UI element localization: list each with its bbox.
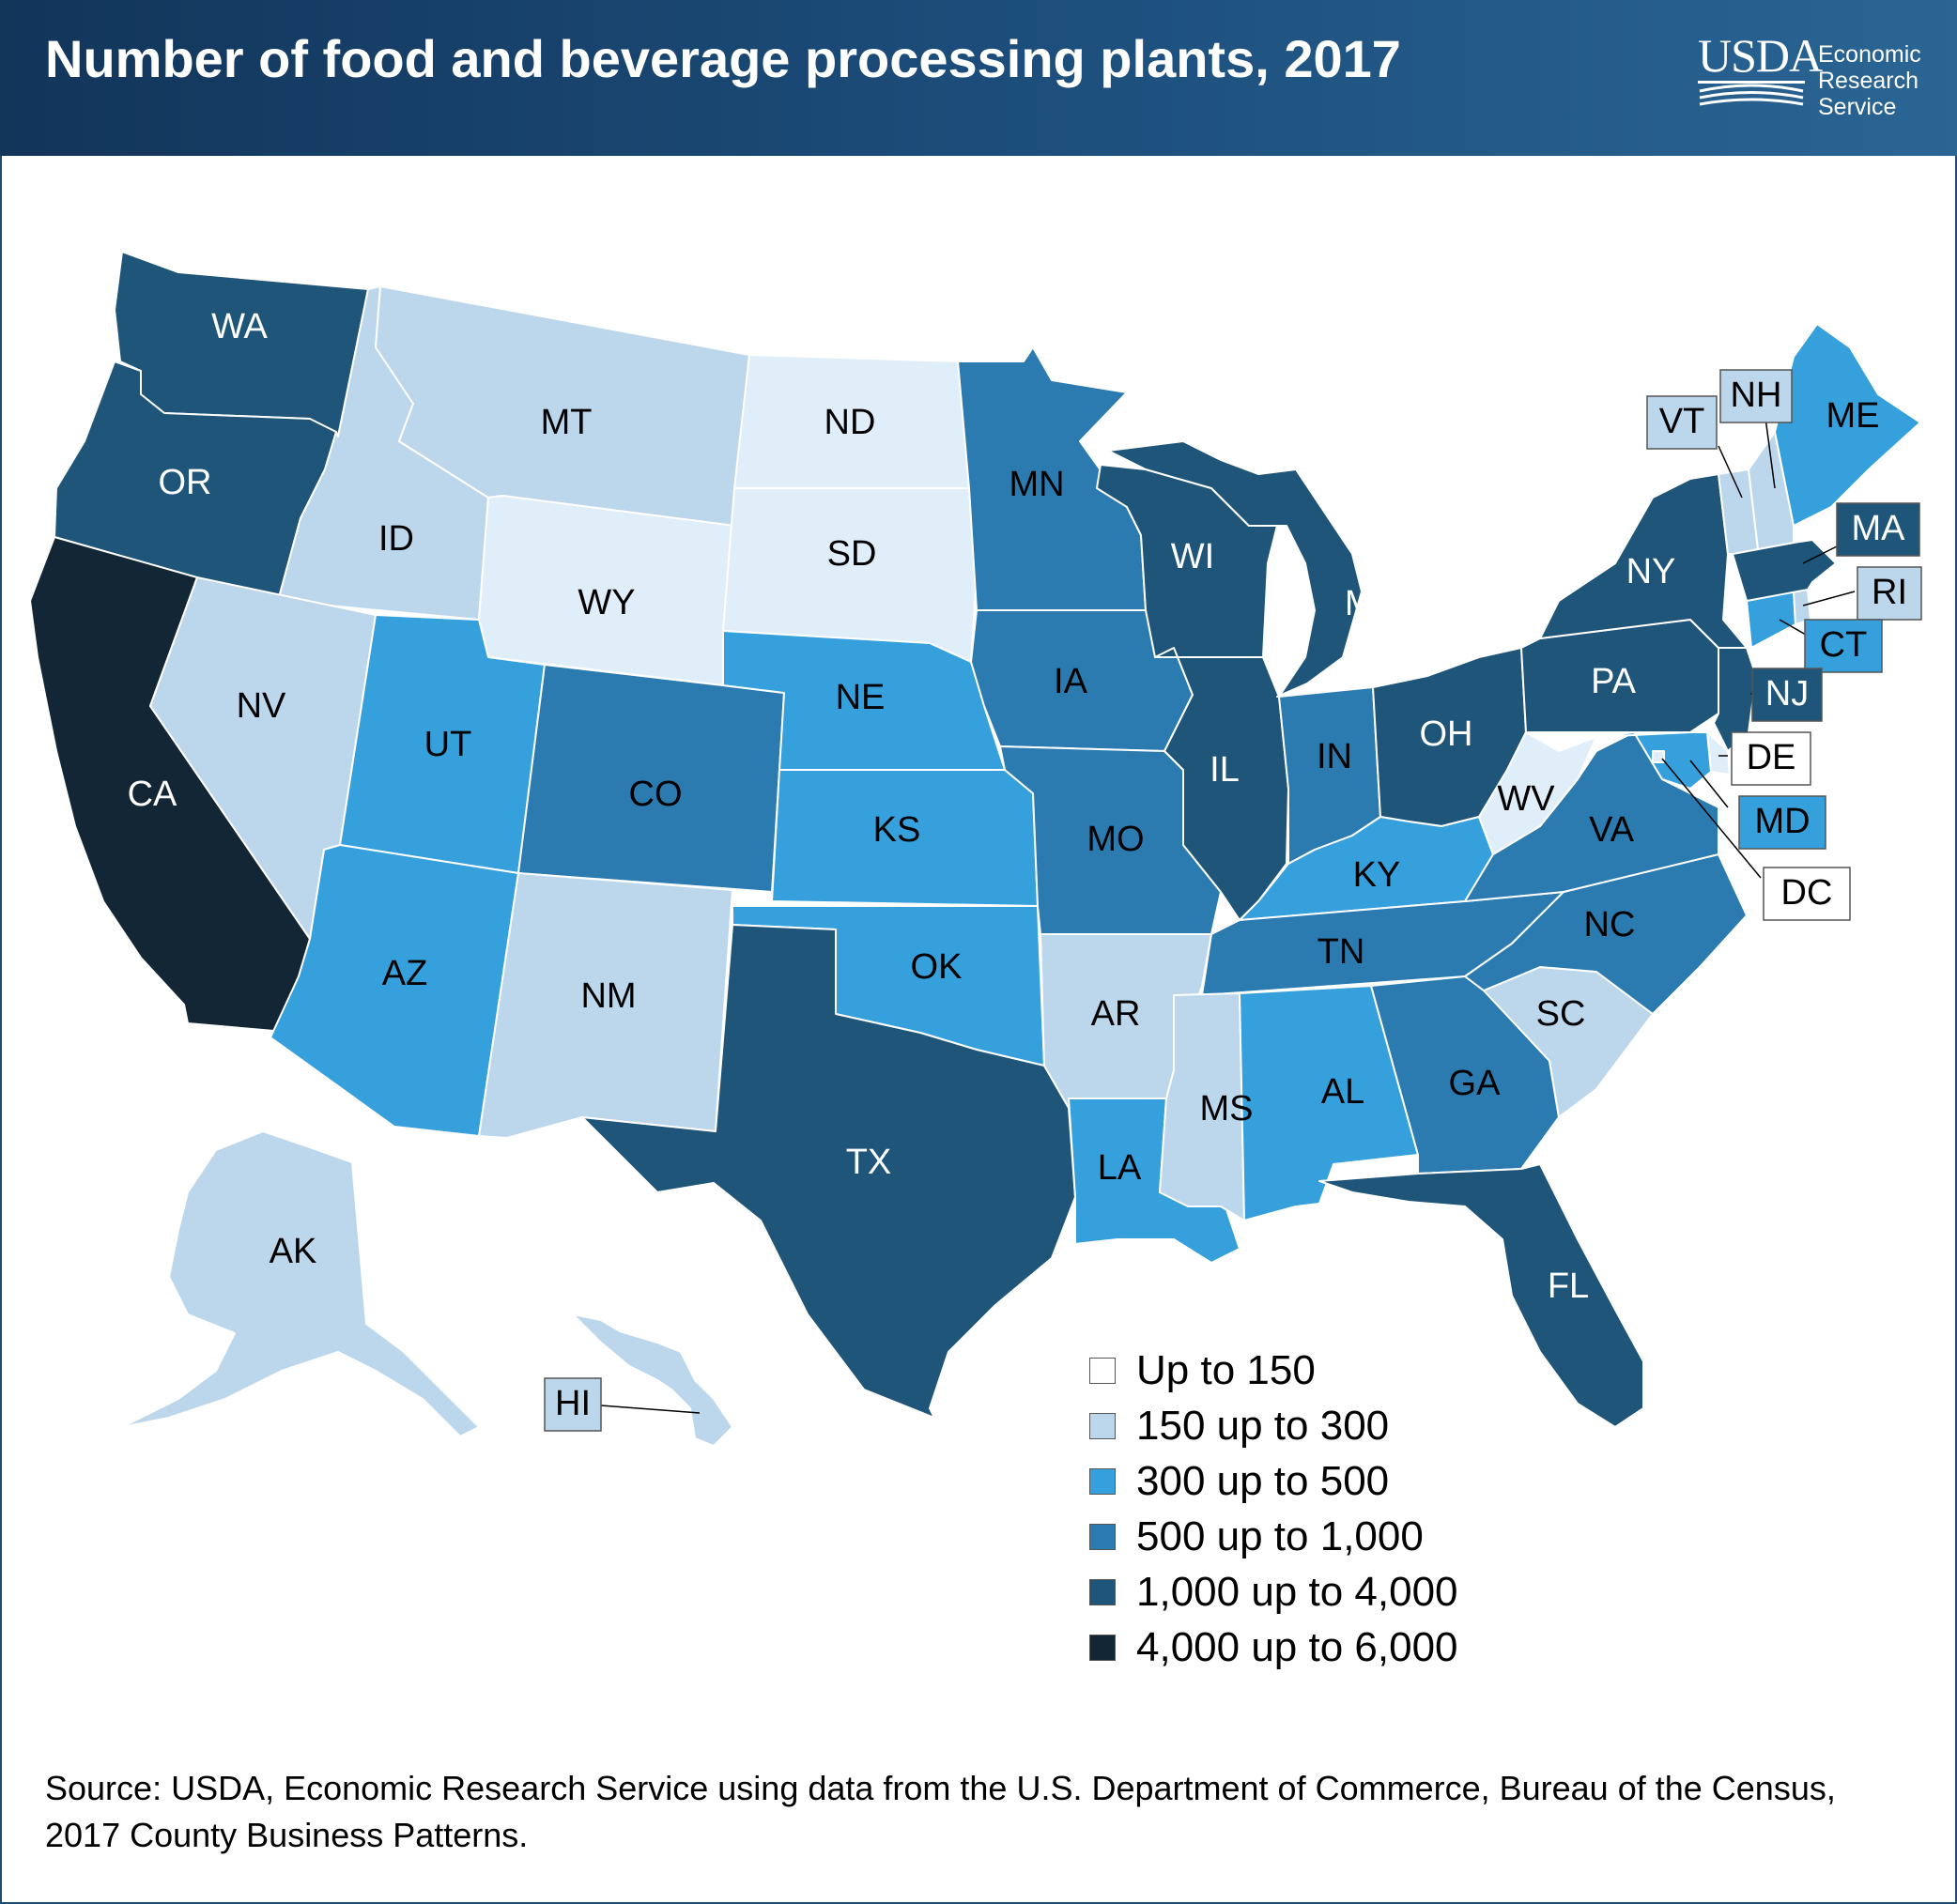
legend-swatch — [1089, 1358, 1116, 1384]
svg-text:MD: MD — [1754, 802, 1810, 841]
boxed-label-nh: NH — [1719, 369, 1793, 423]
usda-logo-text: USDA — [1698, 29, 1823, 82]
state-label-wv: WV — [1497, 779, 1555, 819]
boxed-labels: VT NH MA RI CT NJ DE MD — [544, 369, 1922, 1432]
svg-text:MA: MA — [1852, 509, 1906, 548]
state-label-wy: WY — [578, 583, 635, 622]
state-label-az: AZ — [382, 954, 428, 993]
state-label-in: IN — [1317, 737, 1352, 776]
state-label-mt: MT — [541, 403, 593, 442]
state-label-co: CO — [629, 775, 683, 814]
legend-swatch — [1089, 1413, 1116, 1439]
legend-swatch — [1089, 1468, 1116, 1495]
svg-text:VT: VT — [1659, 402, 1705, 441]
state-label-nv: NV — [237, 686, 286, 726]
state-label-va: VA — [1589, 810, 1635, 850]
state-label-mo: MO — [1086, 820, 1144, 859]
header-banner: Number of food and beverage processing p… — [0, 0, 1957, 156]
svg-text:NH: NH — [1731, 376, 1782, 415]
legend-swatch — [1089, 1524, 1116, 1550]
state-label-mn: MN — [1009, 465, 1064, 504]
legend-label: 150 up to 300 — [1136, 1403, 1390, 1449]
state-label-wi: WI — [1171, 537, 1214, 576]
state-label-tn: TN — [1318, 932, 1365, 972]
state-labels: WA OR CA ID NV MT WY UT AZ CO NM ND SD N… — [128, 307, 1880, 1306]
state-shape-ma — [1732, 539, 1837, 602]
state-label-ks: KS — [873, 810, 921, 850]
page-title: Number of food and beverage processing p… — [45, 29, 1401, 88]
state-shape-fl — [1318, 1163, 1644, 1428]
state-label-il: IL — [1210, 750, 1240, 790]
legend-label: 300 up to 500 — [1136, 1458, 1390, 1504]
state-label-fl: FL — [1548, 1267, 1589, 1306]
state-label-wa: WA — [211, 307, 268, 346]
agency-line-3: Service — [1818, 94, 1897, 120]
legend-label: 4,000 up to 6,000 — [1136, 1624, 1458, 1670]
boxed-label-nj: NJ — [1751, 668, 1823, 722]
agency-name: Economic Research Service — [1818, 41, 1921, 120]
state-shape-mi — [1107, 440, 1363, 698]
state-label-ok: OK — [911, 947, 963, 987]
svg-text:RI: RI — [1872, 573, 1907, 612]
usda-logo-swoosh-icon — [1698, 81, 1805, 112]
legend-label: Up to 150 — [1136, 1347, 1316, 1393]
boxed-label-hi: HI — [544, 1377, 602, 1432]
state-shape-dc — [1652, 750, 1665, 763]
source-note: Source: USDA, Economic Research Service … — [45, 1769, 1836, 1854]
boxed-label-md: MD — [1738, 795, 1826, 850]
state-label-ak: AK — [270, 1232, 317, 1271]
boxed-label-dc: DC — [1763, 867, 1851, 921]
state-label-ia: IA — [1054, 662, 1088, 701]
svg-text:HI: HI — [555, 1384, 591, 1423]
state-label-me: ME — [1826, 396, 1880, 436]
state-label-tx: TX — [846, 1143, 892, 1182]
legend-label: 1,000 up to 4,000 — [1136, 1569, 1458, 1615]
svg-text:CT: CT — [1820, 625, 1868, 665]
legend-label: 500 up to 1,000 — [1136, 1513, 1424, 1559]
state-shape-tx — [581, 924, 1076, 1419]
state-label-nd: ND — [824, 403, 876, 442]
svg-text:DC: DC — [1781, 873, 1833, 913]
state-label-la: LA — [1098, 1148, 1142, 1188]
state-label-ms: MS — [1200, 1089, 1254, 1129]
state-label-mi: MI — [1345, 584, 1384, 623]
state-shape-nh — [1748, 431, 1795, 550]
state-label-nm: NM — [580, 976, 636, 1016]
svg-text:NJ: NJ — [1765, 674, 1809, 714]
legend-swatch — [1089, 1579, 1116, 1605]
state-label-sd: SD — [827, 534, 877, 574]
agency-line-2: Research — [1818, 68, 1918, 94]
svg-text:DE: DE — [1747, 738, 1796, 777]
state-shape-vt — [1718, 468, 1759, 555]
usda-logo: USDA — [1698, 29, 1823, 118]
state-label-id: ID — [378, 519, 414, 559]
state-shape-ak — [121, 1130, 480, 1437]
state-label-al: AL — [1321, 1072, 1364, 1112]
state-label-pa: PA — [1591, 662, 1637, 701]
state-shape-nc — [1464, 853, 1748, 1015]
agency-line-1: Economic — [1818, 41, 1921, 68]
legend-swatch — [1089, 1635, 1116, 1661]
state-label-ut: UT — [424, 725, 472, 764]
state-label-sc: SC — [1536, 994, 1586, 1034]
us-choropleth-map: WA OR CA ID NV MT WY UT AZ CO NM ND SD N… — [29, 251, 1922, 1447]
state-label-ny: NY — [1626, 552, 1676, 591]
state-label-ne: NE — [836, 678, 886, 717]
boxed-label-ri: RI — [1857, 566, 1922, 621]
boxed-label-ct: CT — [1804, 619, 1883, 673]
boxed-label-ma: MA — [1836, 502, 1920, 557]
state-label-ca: CA — [128, 775, 177, 814]
state-label-nc: NC — [1584, 905, 1636, 944]
state-label-ky: KY — [1353, 855, 1401, 895]
state-label-or: OR — [159, 463, 212, 502]
state-label-oh: OH — [1420, 714, 1473, 754]
state-shape-me — [1774, 323, 1921, 527]
state-label-ga: GA — [1449, 1064, 1502, 1103]
boxed-label-vt: VT — [1646, 395, 1718, 450]
state-label-ar: AR — [1091, 994, 1141, 1034]
boxed-label-de: DE — [1731, 731, 1811, 786]
